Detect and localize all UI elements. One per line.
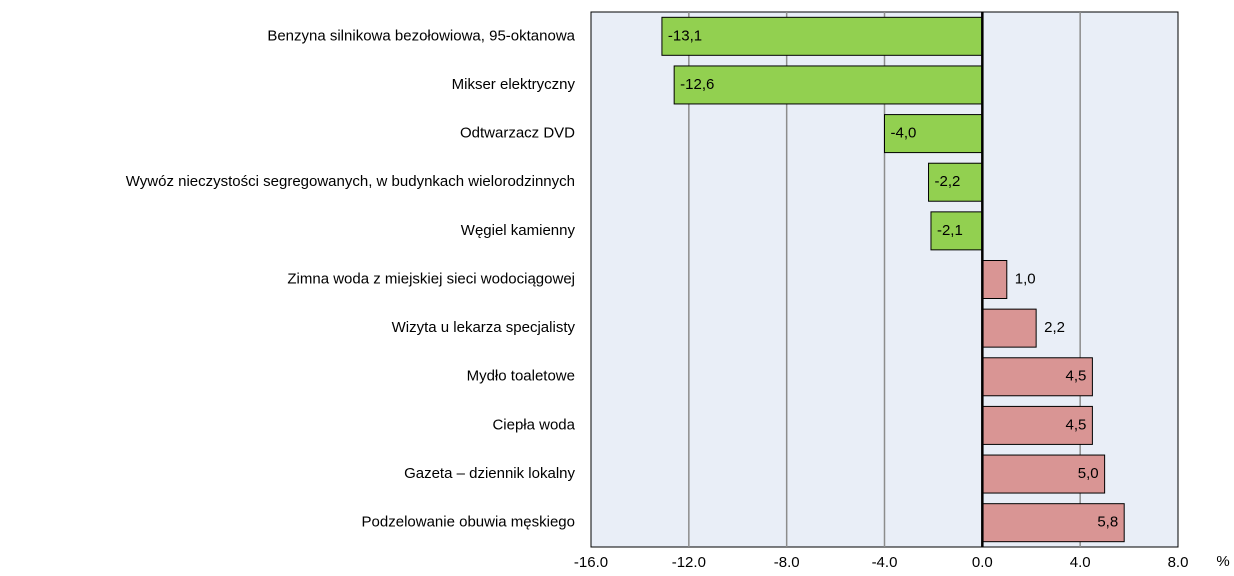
bar xyxy=(661,16,983,56)
y-tick-label: Mikser elektryczny xyxy=(452,76,576,93)
value-label: -2,1 xyxy=(937,222,963,239)
y-tick-label: Wizyta u lekarza specjalisty xyxy=(392,319,576,336)
bar xyxy=(981,454,1106,494)
value-label: -2,2 xyxy=(935,173,961,190)
y-tick-label: Wywóz nieczystości segregowanych, w budy… xyxy=(126,173,575,190)
x-axis-label: % xyxy=(1216,553,1229,570)
bar xyxy=(981,308,1037,348)
bar xyxy=(928,162,983,202)
x-tick-label: 4.0 xyxy=(1070,554,1091,571)
value-label: 5,8 xyxy=(1097,514,1118,531)
value-label: 5,0 xyxy=(1078,465,1099,482)
x-tick-label: -8.0 xyxy=(774,554,800,571)
value-label: -13,1 xyxy=(668,27,702,44)
bar xyxy=(981,357,1093,397)
y-tick-label: Węgiel kamienny xyxy=(461,222,576,239)
x-tick-label: -16.0 xyxy=(574,554,608,571)
bar xyxy=(981,260,1008,299)
value-label: 1,0 xyxy=(1015,270,1036,287)
value-label: 4,5 xyxy=(1066,416,1087,433)
y-tick-label: Benzyna silnikowa bezołowiowa, 95-oktano… xyxy=(267,27,575,44)
value-label: -12,6 xyxy=(680,76,714,93)
y-tick-label: Odtwarzacz DVD xyxy=(460,125,575,142)
value-label: 4,5 xyxy=(1066,368,1087,385)
bar xyxy=(673,65,983,105)
y-tick-label: Gazeta – dziennik lokalny xyxy=(404,465,575,482)
y-tick-label: Ciepła woda xyxy=(492,416,575,433)
x-tick-label: 8.0 xyxy=(1168,554,1189,571)
bar xyxy=(981,503,1125,543)
y-tick-label: Mydło toaletowe xyxy=(467,368,575,385)
x-tick-label: -12.0 xyxy=(672,554,706,571)
value-label: -4,0 xyxy=(891,125,917,142)
x-tick-label: -4.0 xyxy=(872,554,898,571)
value-label: 2,2 xyxy=(1044,319,1065,336)
x-tick-label: 0.0 xyxy=(972,554,993,571)
bar xyxy=(884,114,983,154)
bar xyxy=(981,405,1093,445)
y-tick-label: Podzelowanie obuwia męskiego xyxy=(362,514,575,531)
y-tick-label: Zimna woda z miejskiej sieci wodociągowe… xyxy=(287,270,575,287)
